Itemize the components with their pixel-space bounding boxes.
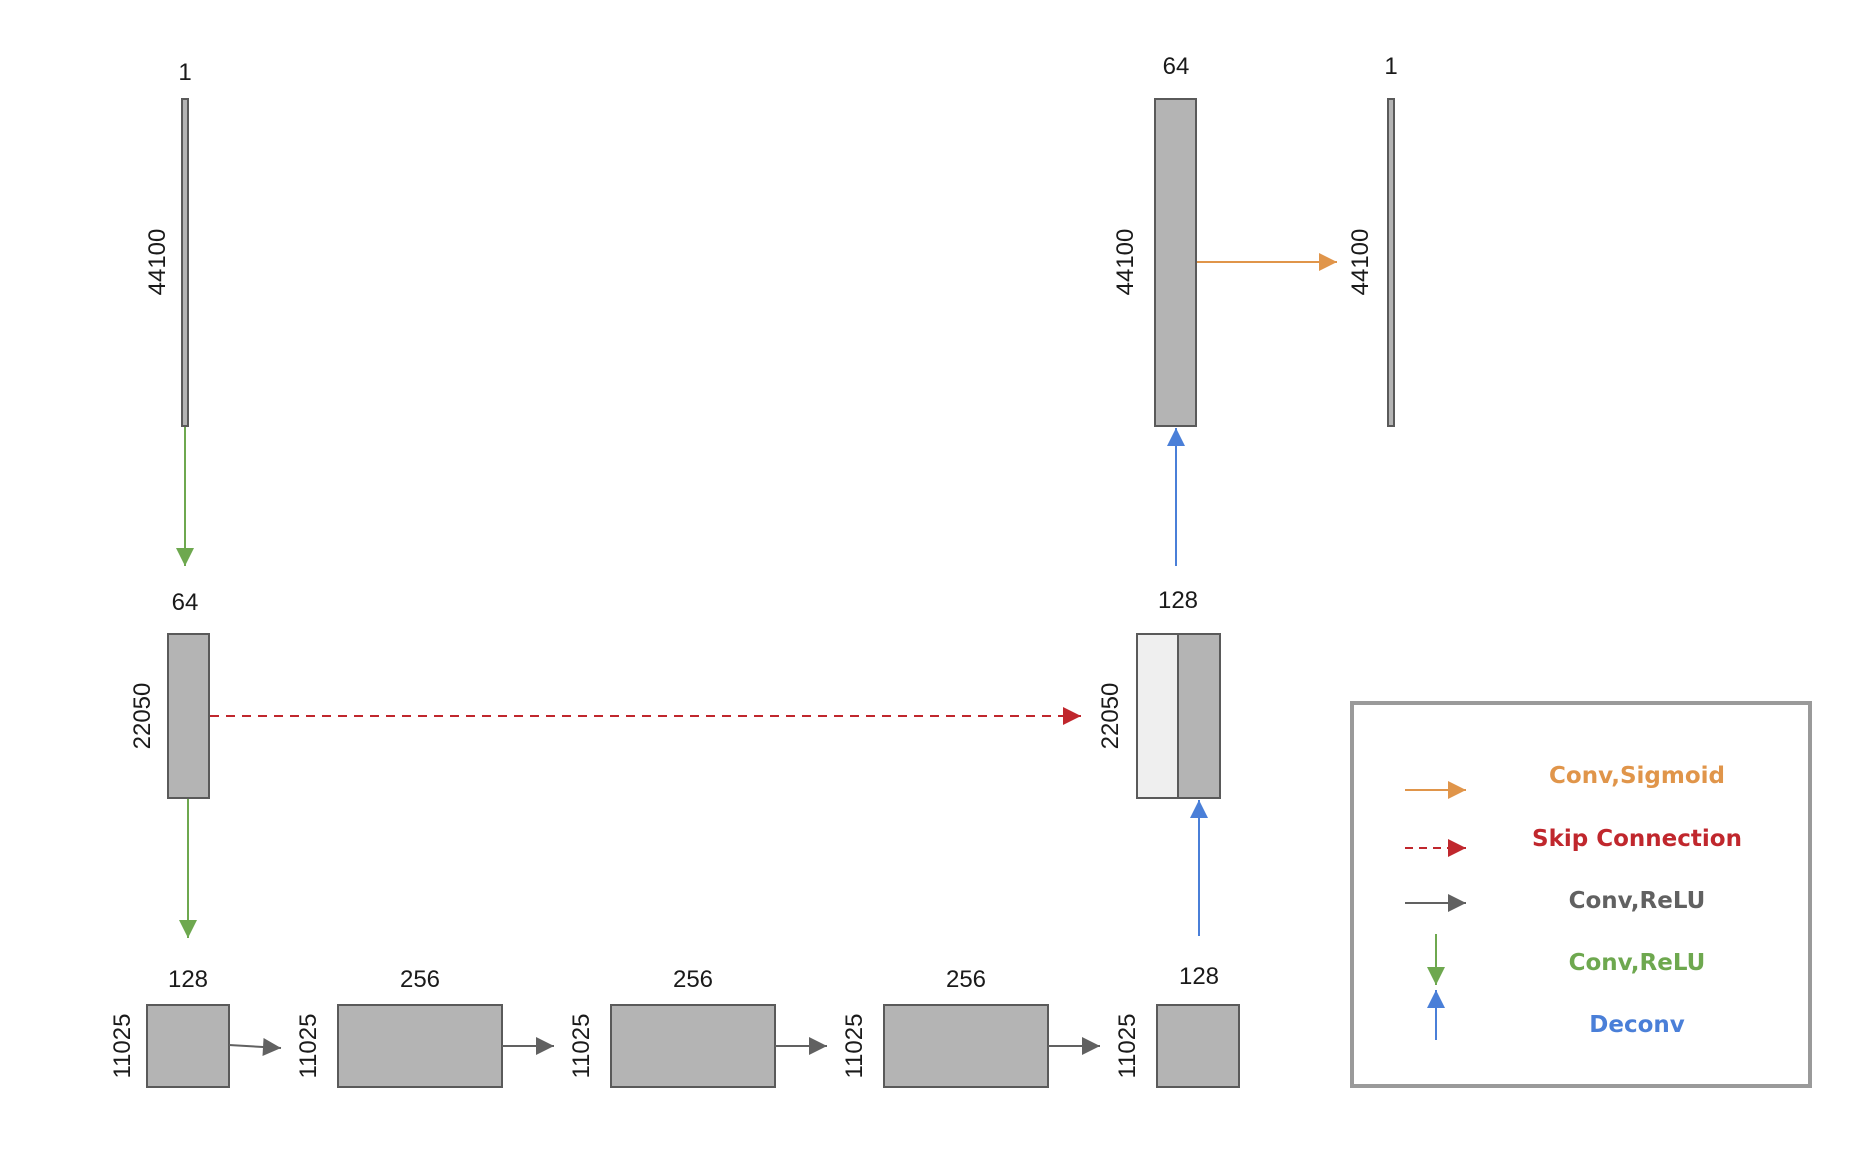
middle-3-length-label: 11025 <box>841 1014 868 1079</box>
output-channels-label: 1 <box>1384 53 1397 80</box>
legend-label-conv-relu-green: Conv,ReLU <box>1569 950 1706 976</box>
legend-label-deconv: Deconv <box>1589 1012 1685 1038</box>
input-channels-label: 1 <box>178 59 191 86</box>
gray-right-arrow <box>228 1037 282 1056</box>
decoder-block-1: 128 22050 <box>1097 587 1221 799</box>
encoder-block-2-rect <box>146 1004 230 1088</box>
middle-3-channels-label: 256 <box>946 966 986 993</box>
encoder-block-1-rect <box>167 633 210 799</box>
decoder-1-channels-label: 128 <box>1158 587 1198 614</box>
middle-block-2-rect <box>610 1004 776 1088</box>
encoder-1-channels-label: 64 <box>172 589 199 616</box>
middle-1-channels-label: 256 <box>400 966 440 993</box>
bottleneck-length-label: 11025 <box>1114 1014 1141 1079</box>
output-block-rect <box>1387 98 1395 427</box>
middle-block-1-rect <box>337 1004 503 1088</box>
decoder-block-1-skip-half <box>1136 633 1179 799</box>
decoder-block-2-rect <box>1154 98 1197 427</box>
input-block: 1 44100 <box>144 59 192 427</box>
legend-label-conv-relu-gray: Conv,ReLU <box>1569 888 1706 914</box>
middle-block-3: 256 11025 <box>841 966 1049 1088</box>
legend-box <box>1350 701 1812 1088</box>
input-length-label: 44100 <box>144 229 171 296</box>
legend: Conv,Sigmoid Skip Connection Conv,ReLU C… <box>1350 701 1812 1088</box>
output-block: 1 44100 <box>1347 53 1398 427</box>
output-length-label: 44100 <box>1347 229 1374 296</box>
middle-2-channels-label: 256 <box>673 966 713 993</box>
middle-block-3-rect <box>883 1004 1049 1088</box>
encoder-1-length-label: 22050 <box>129 683 156 750</box>
decoder-2-channels-label: 64 <box>1163 53 1190 80</box>
input-block-rect <box>181 98 189 427</box>
bottleneck-block: 128 11025 <box>1114 963 1240 1088</box>
encoder-2-channels-label: 128 <box>168 966 208 993</box>
encoder-block-1: 64 22050 <box>129 589 210 799</box>
decoder-2-length-label: 44100 <box>1112 229 1139 296</box>
decoder-block-1-upsampled-half <box>1177 633 1221 799</box>
middle-block-1: 256 11025 <box>295 966 503 1088</box>
bottleneck-channels-label: 128 <box>1179 963 1219 990</box>
middle-1-length-label: 11025 <box>295 1014 322 1079</box>
middle-block-2: 256 11025 <box>568 966 776 1088</box>
decoder-1-length-label: 22050 <box>1097 683 1124 750</box>
legend-label-conv-sigmoid: Conv,Sigmoid <box>1549 763 1725 789</box>
middle-2-length-label: 11025 <box>568 1014 595 1079</box>
encoder-2-length-label: 11025 <box>109 1014 136 1079</box>
legend-label-skip-connection: Skip Connection <box>1532 826 1742 852</box>
encoder-block-2: 128 11025 <box>109 966 230 1088</box>
decoder-block-2: 64 44100 <box>1112 53 1197 427</box>
bottleneck-block-rect <box>1156 1004 1240 1088</box>
